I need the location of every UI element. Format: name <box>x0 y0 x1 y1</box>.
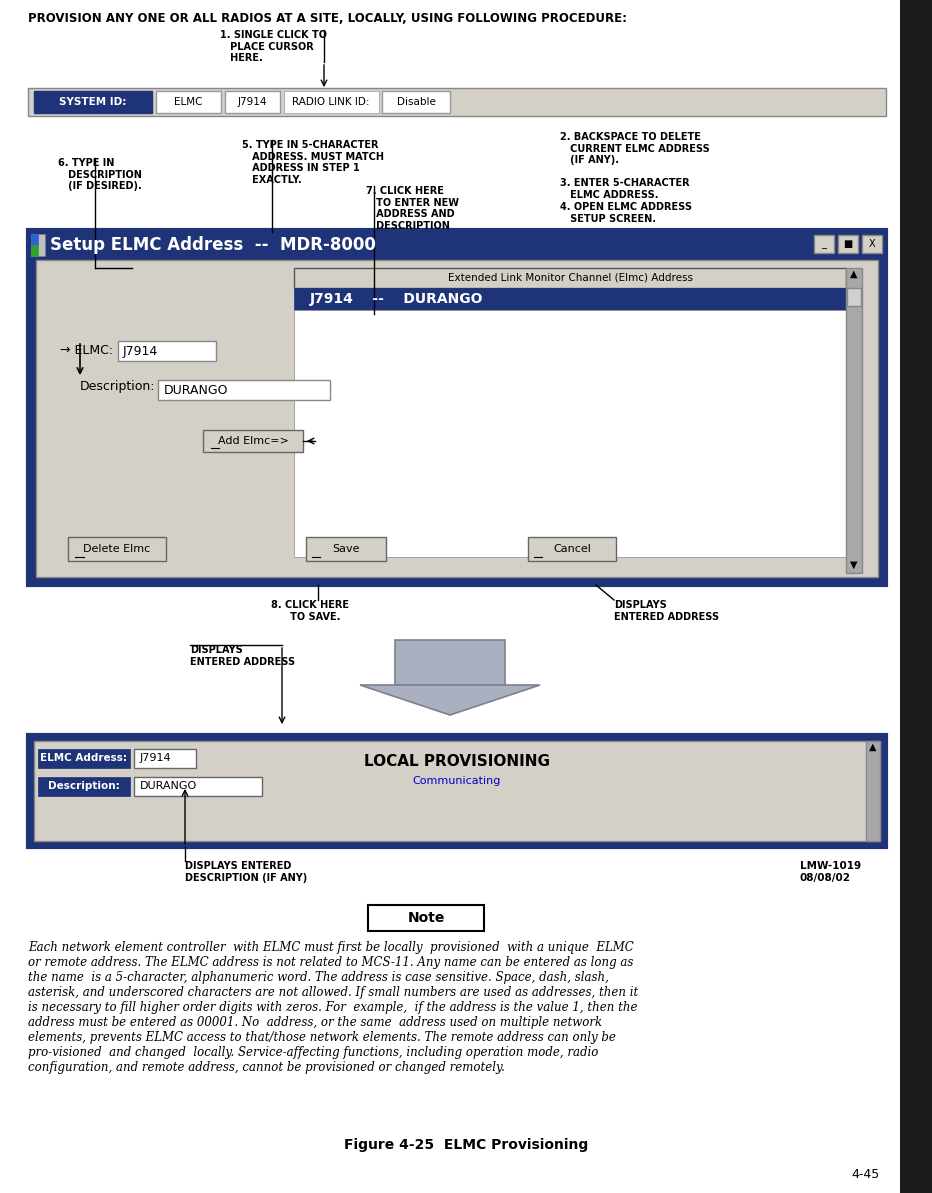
Text: 5. TYPE IN 5-CHARACTER
   ADDRESS. MUST MATCH
   ADDRESS IN STEP 1
   EXACTLY.: 5. TYPE IN 5-CHARACTER ADDRESS. MUST MAT… <box>242 140 384 185</box>
Text: Disable: Disable <box>396 97 435 107</box>
Bar <box>814 235 834 253</box>
Bar <box>284 91 379 113</box>
Text: LOCAL PROVISIONING: LOCAL PROVISIONING <box>364 754 550 768</box>
Text: ▲: ▲ <box>850 268 857 279</box>
Text: 4-45: 4-45 <box>852 1168 880 1181</box>
Bar <box>134 749 196 768</box>
Bar <box>118 341 216 361</box>
Bar <box>528 537 616 561</box>
Bar <box>838 235 858 253</box>
Bar <box>158 381 330 400</box>
Text: ELMC: ELMC <box>173 97 202 107</box>
Bar <box>225 91 280 113</box>
Text: J7914: J7914 <box>238 97 267 107</box>
Text: DISPLAYS ENTERED
DESCRIPTION (IF ANY): DISPLAYS ENTERED DESCRIPTION (IF ANY) <box>185 861 308 883</box>
Polygon shape <box>360 685 540 715</box>
Text: Description:: Description: <box>80 381 156 392</box>
Text: 4. OPEN ELMC ADDRESS
   SETUP SCREEN.: 4. OPEN ELMC ADDRESS SETUP SCREEN. <box>560 202 692 223</box>
Text: RADIO LINK ID:: RADIO LINK ID: <box>293 97 370 107</box>
Text: LMW-1019
08/08/02: LMW-1019 08/08/02 <box>800 861 861 883</box>
Text: DURANGO: DURANGO <box>140 781 198 791</box>
Bar <box>847 288 861 305</box>
Bar <box>68 537 166 561</box>
Bar <box>31 234 45 256</box>
Bar <box>862 235 882 253</box>
Text: J7914    --    DURANGO: J7914 -- DURANGO <box>310 292 484 305</box>
Bar <box>866 741 880 841</box>
Bar <box>28 230 886 585</box>
Bar <box>28 88 886 116</box>
Text: 8. CLICK HERE
   TO SAVE.: 8. CLICK HERE TO SAVE. <box>271 600 349 622</box>
Text: Note: Note <box>407 911 445 925</box>
Text: 1. SINGLE CLICK TO
   PLACE CURSOR
   HERE.: 1. SINGLE CLICK TO PLACE CURSOR HERE. <box>220 30 327 63</box>
Bar <box>28 735 886 847</box>
Text: Cancel: Cancel <box>553 544 591 554</box>
Text: _: _ <box>822 239 827 249</box>
Text: 2. BACKSPACE TO DELETE
   CURRENT ELMC ADDRESS
   (IF ANY).: 2. BACKSPACE TO DELETE CURRENT ELMC ADDR… <box>560 132 710 165</box>
Text: ▼: ▼ <box>850 560 857 570</box>
Text: 6. TYPE IN
   DESCRIPTION
   (IF DESIRED).: 6. TYPE IN DESCRIPTION (IF DESIRED). <box>58 157 142 191</box>
Bar <box>38 777 130 796</box>
Bar <box>31 234 38 245</box>
Bar <box>34 91 152 113</box>
Bar <box>368 905 484 931</box>
Bar <box>34 741 880 841</box>
Text: 3. ENTER 5-CHARACTER
   ELMC ADDRESS.: 3. ENTER 5-CHARACTER ELMC ADDRESS. <box>560 178 690 199</box>
Text: SYSTEM ID:: SYSTEM ID: <box>60 97 127 107</box>
Bar <box>306 537 386 561</box>
Text: Each network element controller  with ELMC must first be locally  provisioned  w: Each network element controller with ELM… <box>28 941 638 1074</box>
Bar <box>382 91 450 113</box>
Polygon shape <box>395 639 505 685</box>
Text: Save: Save <box>332 544 360 554</box>
Bar <box>38 749 130 768</box>
Bar <box>294 268 846 288</box>
Bar <box>294 310 846 557</box>
Text: J7914: J7914 <box>123 345 158 358</box>
Text: Figure 4-25  ELMC Provisioning: Figure 4-25 ELMC Provisioning <box>344 1138 588 1152</box>
Text: 7. CLICK HERE
   TO ENTER NEW
   ADDRESS AND
   DESCRIPTION: 7. CLICK HERE TO ENTER NEW ADDRESS AND D… <box>366 186 459 230</box>
Text: X: X <box>869 239 875 249</box>
Text: DISPLAYS
ENTERED ADDRESS: DISPLAYS ENTERED ADDRESS <box>190 645 295 667</box>
Text: Communicating: Communicating <box>413 775 501 786</box>
Text: Setup ELMC Address  --  MDR-8000: Setup ELMC Address -- MDR-8000 <box>50 236 376 254</box>
Text: DURANGO: DURANGO <box>164 383 228 396</box>
Text: ▲: ▲ <box>870 742 877 752</box>
Text: Description:: Description: <box>48 781 120 791</box>
Bar <box>294 288 846 310</box>
Bar <box>900 0 932 1193</box>
Bar <box>36 260 878 577</box>
Text: ■: ■ <box>843 239 853 249</box>
Bar <box>846 268 862 573</box>
Bar <box>134 777 262 796</box>
Text: → ELMC:: → ELMC: <box>60 344 113 357</box>
Text: PROVISION ANY ONE OR ALL RADIOS AT A SITE, LOCALLY, USING FOLLOWING PROCEDURE:: PROVISION ANY ONE OR ALL RADIOS AT A SIT… <box>28 12 627 25</box>
Text: ELMC Address:: ELMC Address: <box>40 753 128 764</box>
Bar <box>203 429 303 452</box>
Bar <box>156 91 221 113</box>
Text: J7914: J7914 <box>140 753 171 764</box>
Text: Extended Link Monitor Channel (Elmc) Address: Extended Link Monitor Channel (Elmc) Add… <box>447 273 692 283</box>
Text: Add Elmc=>: Add Elmc=> <box>217 435 288 446</box>
Text: Delete Elmc: Delete Elmc <box>83 544 151 554</box>
Text: DISPLAYS
ENTERED ADDRESS: DISPLAYS ENTERED ADDRESS <box>614 600 720 622</box>
Bar <box>31 245 38 256</box>
